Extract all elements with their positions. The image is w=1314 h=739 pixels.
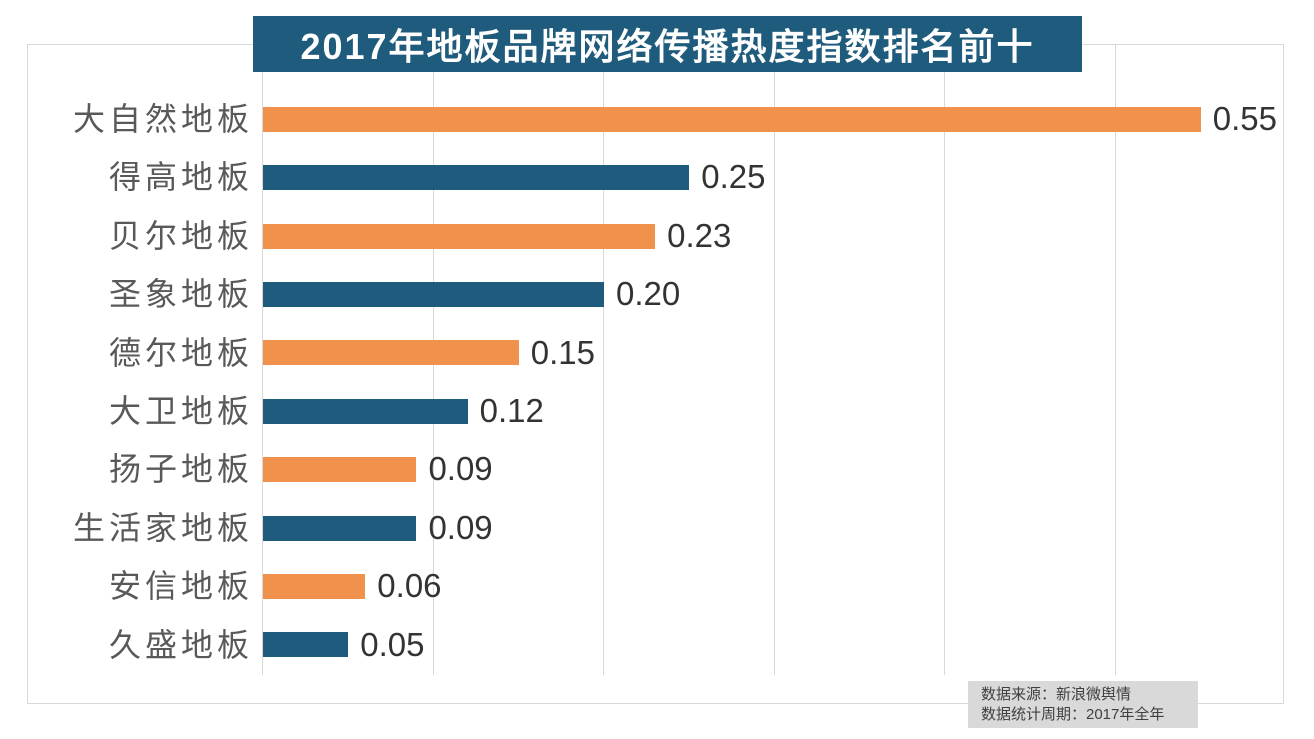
value-label: 0.12 [479,392,544,429]
value-label: 0.25 [701,158,766,196]
bar [263,515,417,541]
value-label: 0.15 [530,333,595,371]
value-label: 0.05 [360,625,425,663]
bar [263,281,604,307]
bar [263,165,690,191]
source-note-line2: 数据统计周期：2017年全年 [981,706,1165,723]
category-label: 圣象地板 [108,276,253,313]
category-label: 德尔地板 [108,334,253,371]
vertical-gridline [944,44,945,675]
category-label: 贝尔地板 [108,217,253,254]
vertical-gridline [603,44,604,675]
category-label: 大卫地板 [108,393,253,429]
bar [263,457,417,483]
source-note-line1: 数据来源：新浪微舆情 [981,686,1132,703]
bar [263,223,656,249]
value-label: 0.09 [428,508,493,546]
vertical-gridline [773,44,775,675]
value-label: 0.09 [428,450,493,488]
bar [263,340,519,366]
bar [263,573,366,599]
category-label: 大自然地板 [72,101,253,137]
category-label: 生活家地板 [72,509,253,546]
source-note-box: 数据来源：新浪微舆情 数据统计周期：2017年全年 [968,681,1198,728]
category-label: 得高地板 [108,159,253,196]
bar [263,106,1201,132]
chart-title: 2017年地板品牌网络传播热度指数排名前十 [300,26,1035,67]
category-label: 久盛地板 [108,626,253,663]
value-label: 0.23 [667,216,732,254]
bar [263,398,468,424]
chart-title-banner: 2017年地板品牌网络传播热度指数排名前十 [253,16,1082,72]
y-axis-line [262,44,263,675]
category-label: 扬子地板 [108,451,253,488]
value-label: 0.06 [377,567,442,605]
vertical-gridline [1114,44,1116,675]
value-label: 0.20 [616,275,681,313]
bar [263,632,349,658]
category-label: 安信地板 [108,568,253,605]
value-label: 0.55 [1212,100,1277,137]
